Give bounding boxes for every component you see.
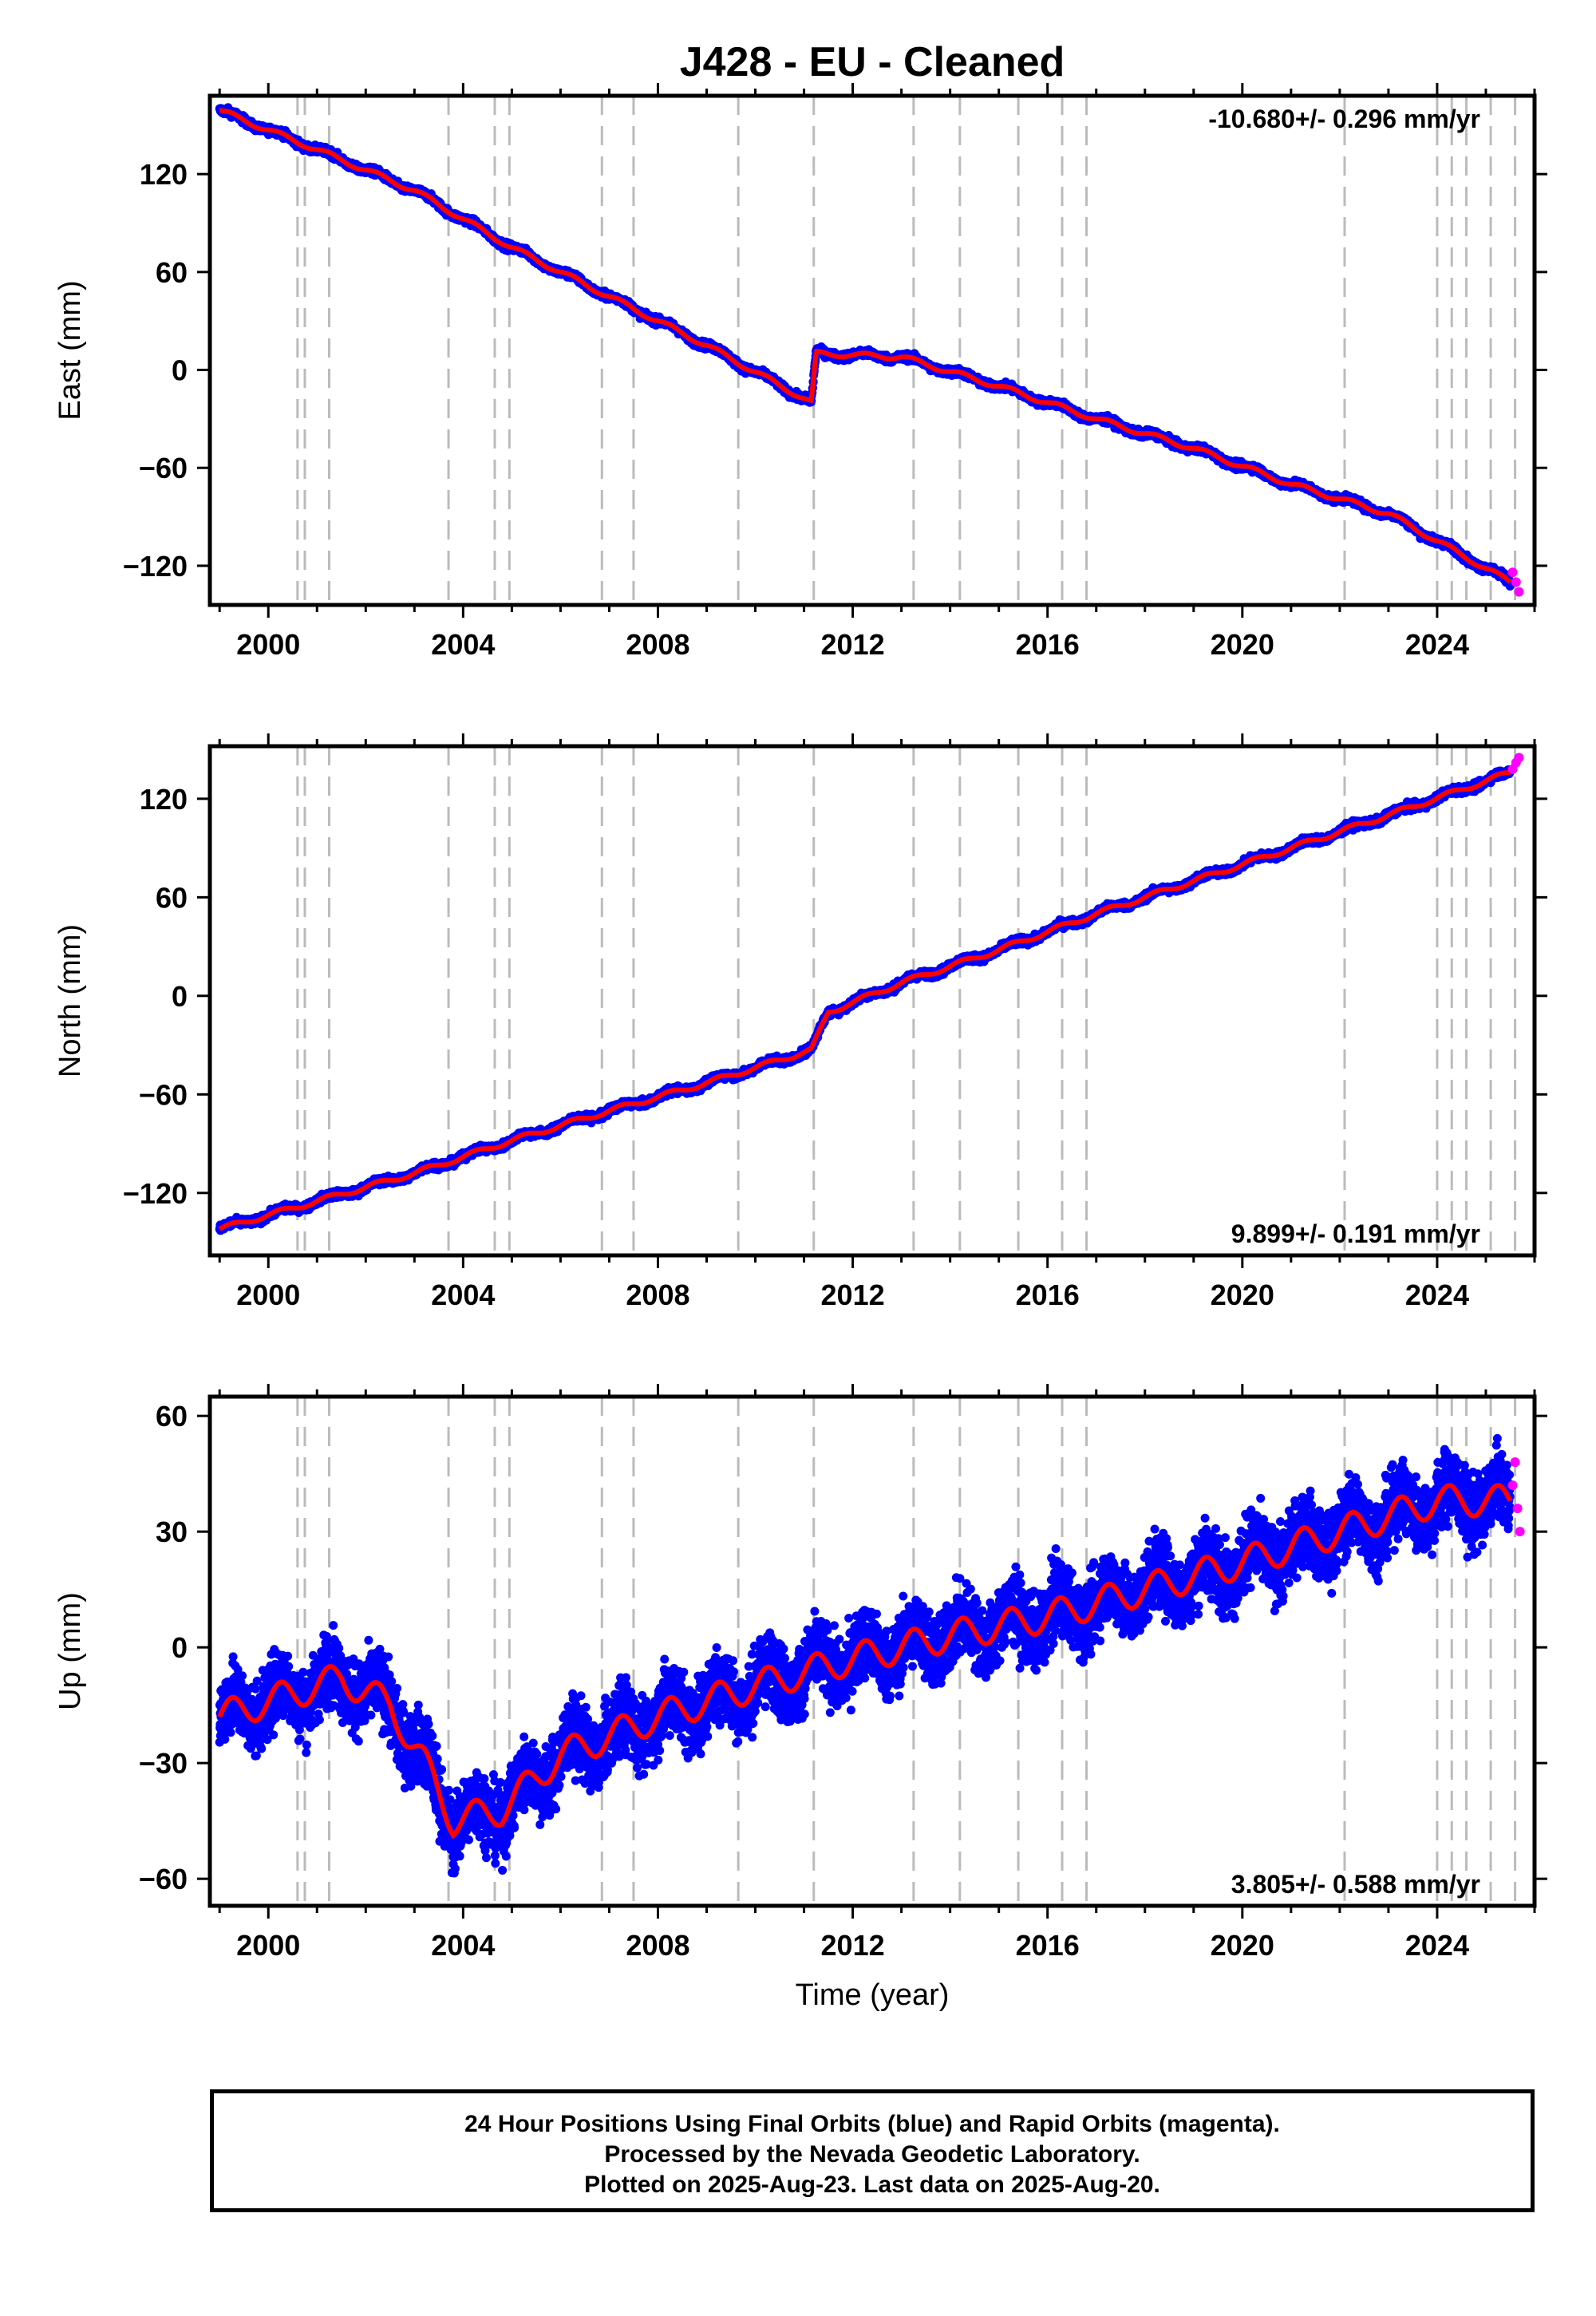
y-tick-label: −120 (123, 550, 188, 583)
plot-area (215, 96, 1524, 605)
x-tick-label: 2012 (821, 628, 885, 661)
rapid-orbit-point (1514, 587, 1524, 597)
x-tick-label: 2020 (1211, 628, 1274, 661)
final-orbit-points (215, 765, 1515, 1235)
plot-area (215, 746, 1524, 1255)
panel-north: 2000 2004 2008 2012 2016 2020 2024120600−60−12… (53, 733, 1547, 1311)
x-tick-label: 2008 (626, 628, 689, 661)
rate-label: -10.680+/- 0.296 mm/yr (1208, 105, 1480, 133)
y-tick-label: 120 (140, 158, 188, 191)
rapid-orbit-point (1507, 567, 1518, 578)
x-tick-label: 2000 (236, 628, 300, 661)
panels: 2000 2004 2008 2012 2016 2020 2024 120 60 0 −60 −12… (53, 83, 1547, 1962)
rapid-orbit-point (1511, 577, 1521, 587)
x-tick-label: 2016 (1016, 628, 1080, 661)
y-tick-label: 60 (156, 256, 188, 289)
final-orbit-points (215, 103, 1515, 591)
x-tick-label: 2004 (431, 628, 495, 661)
y-tick-label: 0 (172, 354, 188, 387)
figure-title: J428 - EU - Cleaned (680, 39, 1065, 85)
y-tick-label: −60 (139, 452, 188, 484)
panel-east: 2000 2004 2008 2012 2016 2020 2024 120 60 0 −60 −12… (53, 83, 1547, 661)
y-axis-label: East (mm) (53, 280, 87, 420)
x-tick-label: 2024 (1405, 628, 1469, 661)
